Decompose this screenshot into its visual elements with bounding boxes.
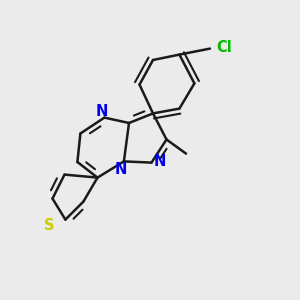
Text: N: N [95, 103, 108, 118]
Text: N: N [154, 154, 166, 169]
Text: N: N [115, 162, 127, 177]
Text: Cl: Cl [216, 40, 232, 55]
Text: S: S [44, 218, 55, 233]
